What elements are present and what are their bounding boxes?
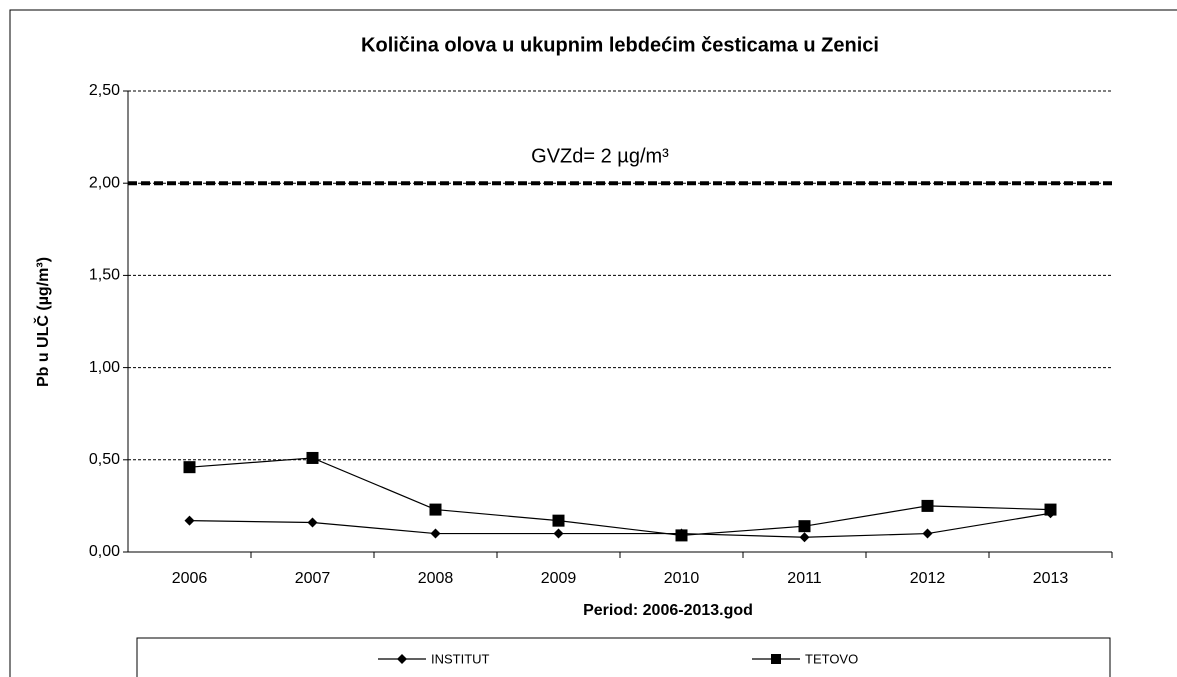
x-tick-label: 2013: [1033, 570, 1069, 587]
y-tick-label: 1,50: [89, 267, 120, 284]
legend-label: TETOVO: [805, 651, 858, 666]
series-line: [189, 457, 1051, 537]
chart-border: [9, 9, 1177, 677]
y-axis-label: Pb u ULČ (µg/m³): [33, 257, 52, 387]
marker: [306, 451, 319, 464]
marker: [552, 514, 565, 527]
x-tick-label: 2008: [418, 570, 454, 587]
x-tick-label: 2011: [787, 570, 822, 587]
marker: [429, 503, 442, 516]
marker: [553, 528, 564, 539]
x-tick-label: 2006: [172, 570, 208, 587]
marker: [1044, 503, 1057, 516]
chart-title: Količina olova u ukupnim lebdećim čestic…: [361, 34, 879, 56]
marker: [307, 517, 318, 528]
legend-marker: [771, 654, 781, 664]
series-line: [189, 512, 1051, 538]
legend-label: INSTITUT: [431, 651, 490, 666]
marker: [922, 528, 933, 539]
marker: [799, 532, 810, 543]
marker: [921, 499, 934, 512]
legend-marker: [397, 654, 407, 664]
x-axis-label: Period: 2006-2013.god: [583, 602, 753, 619]
x-tick-label: 2009: [541, 570, 577, 587]
x-tick-label: 2012: [910, 570, 946, 587]
x-tick-label: 2007: [295, 570, 331, 587]
marker: [183, 461, 196, 474]
y-tick-label: 1,00: [89, 359, 120, 376]
marker: [798, 520, 811, 533]
y-tick-label: 0,50: [89, 451, 120, 468]
x-tick-label: 2010: [664, 570, 700, 587]
y-tick-label: 2,00: [89, 174, 120, 191]
legend-box: [136, 637, 1111, 677]
marker: [675, 529, 688, 542]
y-tick-label: 0,00: [89, 543, 120, 560]
limit-label: GVZd= 2 µg/m³: [531, 145, 669, 167]
marker: [184, 515, 195, 526]
y-tick-label: 2,50: [89, 82, 120, 99]
marker: [430, 528, 441, 539]
